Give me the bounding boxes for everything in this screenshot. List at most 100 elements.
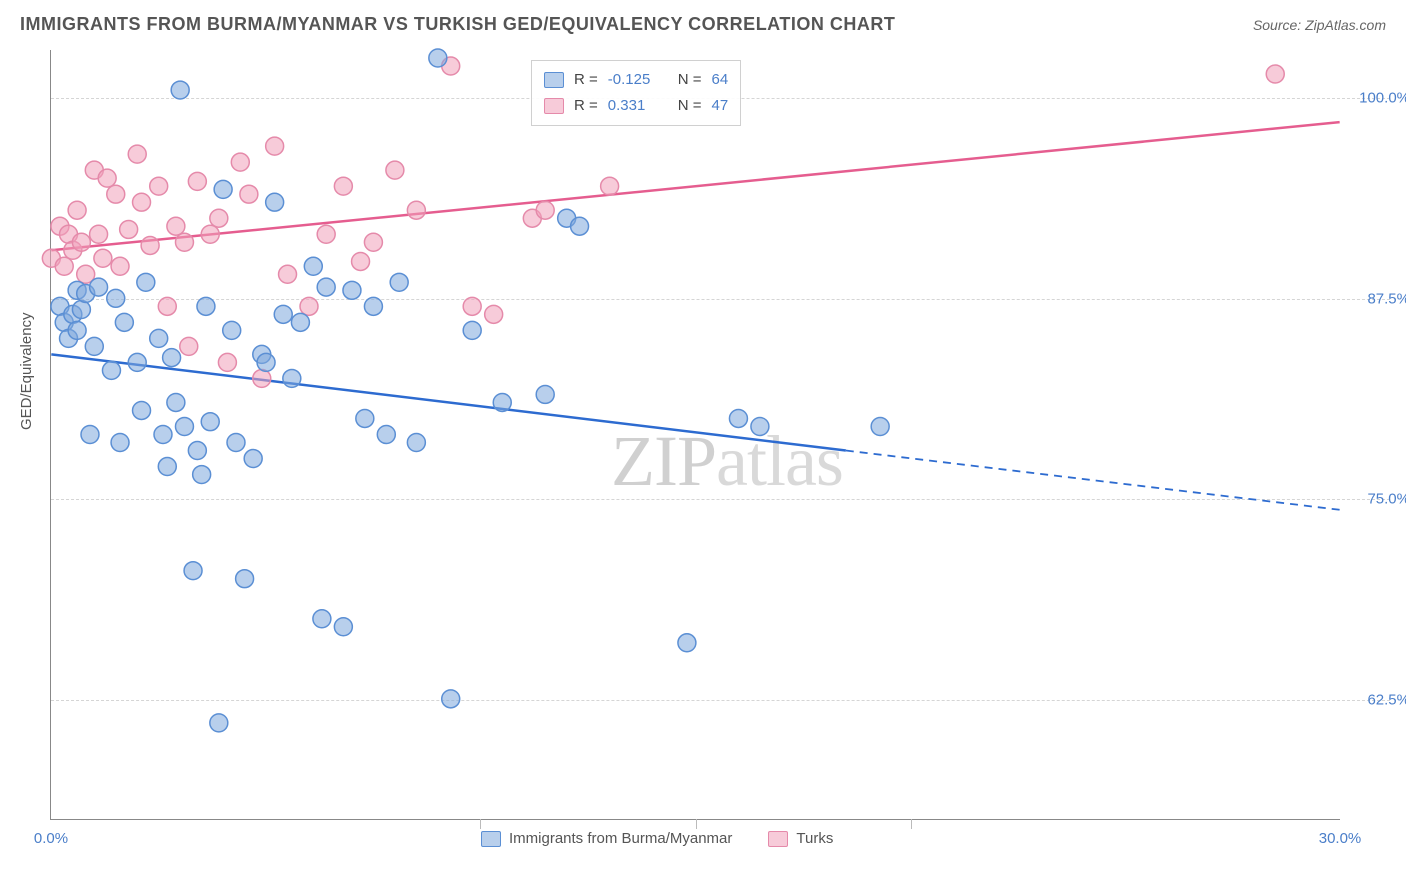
data-point-blue [407, 434, 425, 452]
x-tick-mark [480, 819, 481, 829]
data-point-blue [364, 297, 382, 315]
data-point-blue [171, 81, 189, 99]
data-point-blue [90, 278, 108, 296]
data-point-blue [210, 714, 228, 732]
stats-legend-row: R = -0.125 N = 64 [544, 67, 728, 93]
data-point-pink [352, 252, 370, 270]
data-point-pink [300, 297, 318, 315]
data-point-pink [253, 369, 271, 387]
data-point-blue [729, 409, 747, 427]
data-point-blue [223, 321, 241, 339]
data-point-pink [364, 233, 382, 251]
data-point-blue [72, 301, 90, 319]
stats-legend-row: R = 0.331 N = 47 [544, 93, 728, 119]
legend-swatch-blue [544, 72, 564, 88]
data-point-pink [175, 233, 193, 251]
data-point-pink [180, 337, 198, 355]
data-point-blue [201, 413, 219, 431]
chart-title: IMMIGRANTS FROM BURMA/MYANMAR VS TURKISH… [20, 14, 895, 35]
data-point-pink [536, 201, 554, 219]
data-point-blue [111, 434, 129, 452]
data-point-blue [283, 369, 301, 387]
data-point-blue [193, 466, 211, 484]
data-point-blue [154, 426, 172, 444]
plot-area: 62.5%75.0%87.5%100.0% ZIPatlas R = -0.12… [50, 50, 1340, 820]
data-point-blue [128, 353, 146, 371]
series-legend-item: Turks [768, 830, 833, 847]
data-point-blue [536, 385, 554, 403]
data-point-blue [184, 562, 202, 580]
n-label: N = [678, 67, 702, 93]
data-point-blue [334, 618, 352, 636]
data-point-pink [128, 145, 146, 163]
data-point-pink [141, 236, 159, 254]
data-point-pink [218, 353, 236, 371]
x-tick-mark [911, 819, 912, 829]
data-point-blue [175, 418, 193, 436]
data-point-pink [94, 249, 112, 267]
data-point-pink [90, 225, 108, 243]
data-point-blue [377, 426, 395, 444]
data-point-pink [317, 225, 335, 243]
data-point-blue [85, 337, 103, 355]
series-legend-item: Immigrants from Burma/Myanmar [481, 830, 732, 847]
data-point-pink [98, 169, 116, 187]
data-point-pink [120, 220, 138, 238]
data-point-blue [227, 434, 245, 452]
data-point-pink [188, 172, 206, 190]
data-point-blue [150, 329, 168, 347]
data-point-blue [571, 217, 589, 235]
data-point-pink [111, 257, 129, 275]
data-point-blue [266, 193, 284, 211]
x-tick-mark [696, 819, 697, 829]
y-tick-label: 87.5% [1367, 290, 1406, 307]
data-point-blue [68, 321, 86, 339]
y-axis-label: GED/Equivalency [18, 312, 35, 430]
series-label: Turks [796, 830, 833, 847]
data-point-blue [107, 289, 125, 307]
data-point-blue [317, 278, 335, 296]
data-point-blue [214, 180, 232, 198]
data-point-blue [442, 690, 460, 708]
data-point-pink [240, 185, 258, 203]
data-point-blue [188, 442, 206, 460]
data-point-blue [751, 418, 769, 436]
data-point-blue [163, 349, 181, 367]
x-tick-max: 30.0% [1319, 830, 1362, 847]
data-point-pink [107, 185, 125, 203]
data-point-blue [197, 297, 215, 315]
data-point-pink [334, 177, 352, 195]
n-value: 47 [712, 93, 729, 119]
series-label: Immigrants from Burma/Myanmar [509, 830, 732, 847]
legend-swatch-pink [544, 98, 564, 114]
trendline-blue-extrapolated [846, 451, 1340, 510]
source-attribution: Source: ZipAtlas.com [1253, 17, 1386, 33]
data-point-pink [133, 193, 151, 211]
data-point-blue [137, 273, 155, 291]
data-point-pink [167, 217, 185, 235]
data-point-pink [485, 305, 503, 323]
data-point-blue [678, 634, 696, 652]
data-point-pink [72, 233, 90, 251]
data-point-pink [158, 297, 176, 315]
legend-swatch-pink [768, 831, 788, 847]
data-point-blue [81, 426, 99, 444]
x-tick-min: 0.0% [34, 830, 68, 847]
data-point-blue [343, 281, 361, 299]
data-point-blue [291, 313, 309, 331]
data-point-blue [158, 458, 176, 476]
data-point-pink [279, 265, 297, 283]
data-point-pink [55, 257, 73, 275]
data-point-pink [201, 225, 219, 243]
data-point-pink [210, 209, 228, 227]
r-label: R = [574, 67, 598, 93]
data-point-blue [244, 450, 262, 468]
data-point-blue [390, 273, 408, 291]
data-point-blue [304, 257, 322, 275]
data-point-blue [133, 401, 151, 419]
data-point-blue [167, 393, 185, 411]
data-point-pink [601, 177, 619, 195]
n-label: N = [678, 93, 702, 119]
r-label: R = [574, 93, 598, 119]
data-point-blue [102, 361, 120, 379]
